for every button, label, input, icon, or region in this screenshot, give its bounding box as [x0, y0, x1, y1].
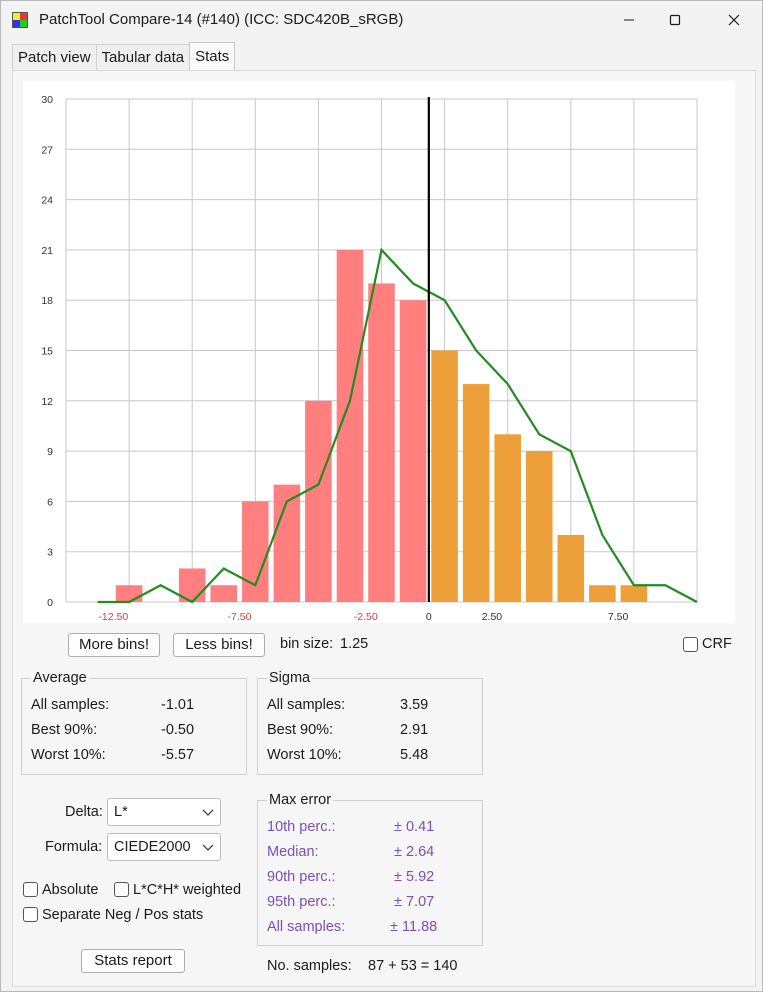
y-tick-label: 30 — [41, 94, 53, 106]
distribution-curve — [97, 247, 698, 604]
max-error-title: Max error — [267, 792, 334, 808]
histogram-bar-positive — [462, 384, 490, 602]
window-title: PatchTool Compare-14 (#140) (ICC: SDC420… — [39, 11, 404, 28]
sigma-all-value: 3.59 — [400, 697, 429, 713]
max-error-label-4: 95th perc.: — [267, 894, 336, 910]
close-icon — [728, 14, 740, 26]
y-tick-label: 18 — [41, 295, 53, 307]
avg-best-label: Best 90%: — [31, 722, 98, 738]
y-tick-label: 15 — [41, 346, 53, 358]
y-tick-label: 6 — [47, 496, 53, 508]
less-bins-button[interactable]: Less bins! — [173, 633, 265, 657]
histogram-chart: 0 3 6 9 12 15 18 21 24 27 30 -12.50 -7.50 -2.50 0 2.50 7… — [23, 81, 735, 623]
x-tick-label: 0 — [426, 611, 432, 623]
average-title: Average — [31, 670, 89, 686]
histogram-bar-negative — [368, 283, 395, 602]
samples-label: No. samples: — [267, 958, 352, 974]
histogram-bar-positive — [620, 585, 648, 602]
app-icon — [12, 12, 28, 28]
y-tick-label: 12 — [41, 396, 53, 408]
crf-checkbox[interactable] — [683, 637, 698, 652]
sigma-best-value: 2.91 — [400, 722, 429, 738]
tab-tabular-data[interactable]: Tabular data — [95, 44, 191, 70]
x-tick-label: -7.50 — [228, 611, 252, 623]
max-error-label-1: 10th perc.: — [267, 819, 336, 835]
maximize-icon — [669, 14, 681, 26]
chevron-down-icon — [202, 844, 214, 851]
y-tick-label: 3 — [47, 547, 53, 559]
sigma-all-label: All samples: — [267, 697, 346, 713]
histogram-bar-negative — [305, 400, 332, 602]
separate-stats-checkbox[interactable] — [23, 907, 38, 922]
max-error-label-5: All samples: — [267, 919, 346, 935]
avg-best-value: -0.50 — [161, 722, 195, 738]
max-error-value-4: ± 7.07 — [394, 894, 435, 910]
max-error-value-2: ± 2.64 — [394, 844, 435, 860]
y-tick-label: 0 — [47, 597, 53, 609]
histogram-bar-negative — [242, 501, 269, 602]
max-error-value-5: ± 11.88 — [390, 919, 438, 935]
x-tick-label: 2.50 — [482, 611, 503, 623]
sigma-group: Sigma — [257, 670, 483, 775]
avg-worst-label: Worst 10%: — [31, 747, 106, 763]
tab-stats[interactable]: Stats — [189, 42, 236, 70]
max-error-label-2: Median: — [267, 844, 319, 860]
lch-weighted-label: L*C*H* weighted — [133, 882, 242, 898]
chevron-down-icon — [202, 809, 214, 816]
max-error-group: Max error — [257, 792, 483, 946]
delta-select-value: L* — [114, 804, 128, 820]
histogram-bar-positive — [557, 534, 585, 602]
absolute-checkbox[interactable] — [23, 882, 38, 897]
average-group: Average — [21, 670, 247, 775]
histogram-bar-positive — [494, 434, 521, 602]
sigma-worst-label: Worst 10%: — [267, 747, 342, 763]
x-tick-label: -2.50 — [354, 611, 378, 623]
histogram-bar-positive — [525, 451, 553, 602]
y-tick-label: 21 — [41, 245, 53, 257]
stats-report-button[interactable]: Stats report — [81, 949, 185, 973]
close-button[interactable] — [711, 1, 757, 39]
histogram-bar-negative — [115, 585, 143, 602]
formula-select[interactable]: CIEDE2000 — [107, 833, 221, 861]
crf-label: CRF — [702, 636, 732, 652]
sigma-worst-value: 5.48 — [400, 747, 429, 763]
tab-patch-view[interactable]: Patch view — [12, 44, 97, 70]
formula-label: Formula: — [45, 839, 103, 855]
max-error-value-3: ± 5.92 — [394, 869, 435, 885]
tab-bar: Patch view Tabular data Stats — [12, 42, 236, 71]
histogram-bar-negative — [210, 585, 238, 602]
histogram-bar-positive — [589, 585, 616, 602]
minimize-button[interactable] — [606, 1, 652, 39]
x-tick-label: -12.50 — [98, 611, 128, 623]
avg-worst-value: -5.57 — [161, 747, 195, 763]
x-tick-label: 7.50 — [608, 611, 629, 623]
bin-size-label: bin size: — [280, 636, 334, 652]
max-error-value-1: ± 0.41 — [394, 819, 435, 835]
delta-select[interactable]: L* — [107, 798, 221, 826]
y-tick-label: 9 — [47, 446, 53, 458]
minimize-icon — [624, 19, 634, 21]
sigma-best-label: Best 90%: — [267, 722, 334, 738]
avg-all-value: -1.01 — [161, 697, 195, 713]
separate-stats-label: Separate Neg / Pos stats — [42, 907, 204, 923]
more-bins-button[interactable]: More bins! — [68, 633, 160, 657]
y-tick-label: 24 — [41, 195, 53, 207]
histogram-bar-positive — [431, 350, 458, 602]
lch-weighted-checkbox[interactable] — [114, 882, 129, 897]
bin-size-value: 1.25 — [340, 636, 369, 652]
avg-all-label: All samples: — [31, 697, 110, 713]
samples-value: 87 + 53 = 140 — [368, 958, 458, 974]
max-error-label-3: 90th perc.: — [267, 869, 336, 885]
formula-select-value: CIEDE2000 — [114, 839, 191, 855]
delta-label: Delta: — [65, 804, 103, 820]
maximize-button[interactable] — [652, 1, 698, 39]
y-tick-label: 27 — [41, 144, 53, 156]
title-bar[interactable]: PatchTool Compare-14 (#140) (ICC: SDC420… — [1, 1, 762, 39]
sigma-title: Sigma — [267, 670, 313, 686]
histogram-bar-negative — [399, 300, 427, 602]
absolute-label: Absolute — [42, 882, 99, 898]
